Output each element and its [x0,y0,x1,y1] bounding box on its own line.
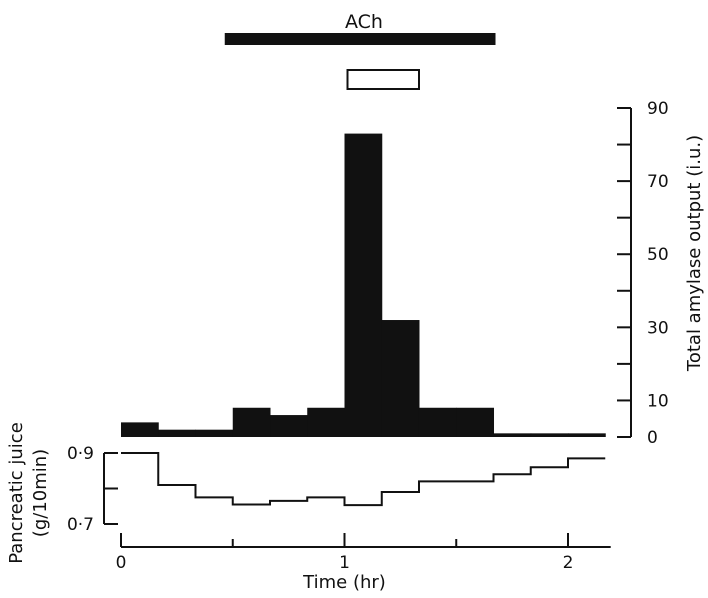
amylase-y-tick-label: 50 [647,245,669,265]
amylase-bar [418,407,457,437]
amylase-y-axis-title: Total amylase output (i.u.) [684,135,705,372]
infusion-label: ACh [345,11,383,33]
time-x-tick-label: 2 [563,553,574,573]
juice-y-tick-label: 0·9 [67,444,94,464]
amylase-bar [158,429,196,437]
amylase-y-tick-label: 10 [647,391,669,411]
infusion-period-bar [224,33,496,45]
amylase-bars [121,133,606,438]
time-x-axis-title: Time (hr) [302,572,386,593]
juice-step-line [121,452,606,507]
time-x-tick-label: 0 [116,553,127,573]
juice-y-axis-title-line2: (g/10min) [30,449,51,537]
juice-y-axis-title-line1: Pancreatic juice [6,422,27,564]
amylase-bar [493,433,532,437]
amylase-y-tick-label: 0 [647,428,658,448]
amylase-y-tick-label: 90 [647,99,669,119]
amylase-bar [456,407,495,437]
time-x-tick-label: 1 [339,553,350,573]
amylase-bar [232,407,271,437]
time-x-ticks: 0 1 2 [116,533,574,573]
amylase-bar [530,433,569,437]
amylase-bar [568,433,606,437]
amylase-y-tick-label: 30 [647,318,669,338]
juice-y-tick-label: 0·7 [67,515,94,535]
amylase-y-tick-label: 70 [647,172,669,192]
amylase-bar [381,320,420,437]
amylase-bar [121,422,159,437]
amylase-bar [307,407,345,437]
amylase-bar [195,429,234,437]
amylase-y-ticks: 0 10 30 50 70 90 [617,99,669,448]
open-period-bar [346,69,420,90]
juice-y-ticks: 0·9 0·7 [67,444,118,535]
amylase-bar [344,133,383,438]
amylase-bar [270,415,308,437]
